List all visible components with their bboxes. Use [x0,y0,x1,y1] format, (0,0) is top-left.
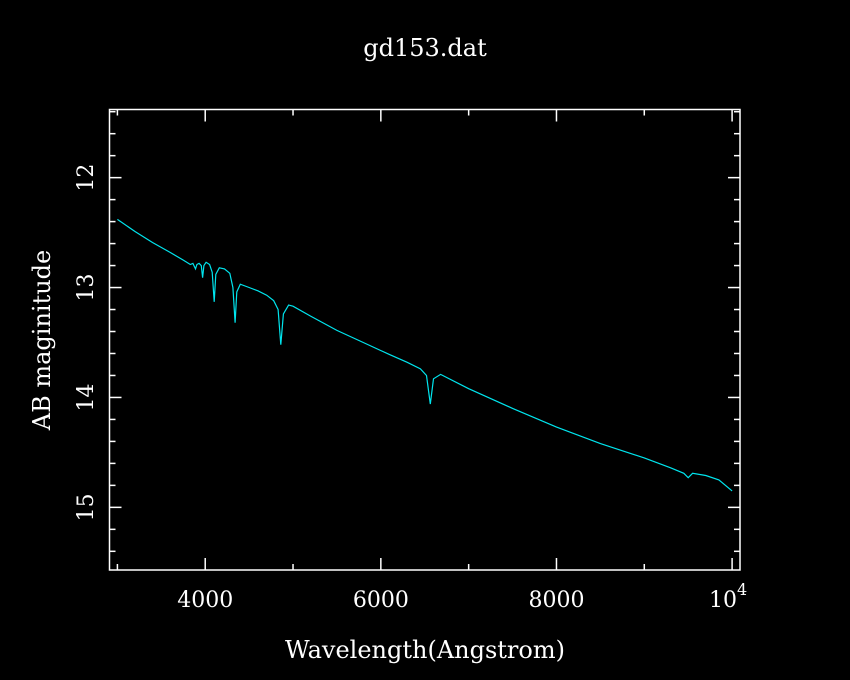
y-tick-label: 14 [74,383,99,411]
y-tick-label: 15 [74,493,99,521]
spectrum-line [117,218,733,492]
x-tick-label: 6000 [353,588,409,613]
y-tick-label: 13 [74,274,99,302]
y-tick-label: 12 [74,164,99,192]
chart-title: gd153.dat [363,34,487,62]
plot-frame [108,108,741,571]
axis-ticks [109,109,740,570]
x-tick-label: 8000 [528,588,584,613]
x-axis-label: Wavelength(Angstrom) [285,636,565,664]
y-axis-label: AB maginitude [28,250,56,432]
x-tick-label: 4000 [177,588,233,613]
